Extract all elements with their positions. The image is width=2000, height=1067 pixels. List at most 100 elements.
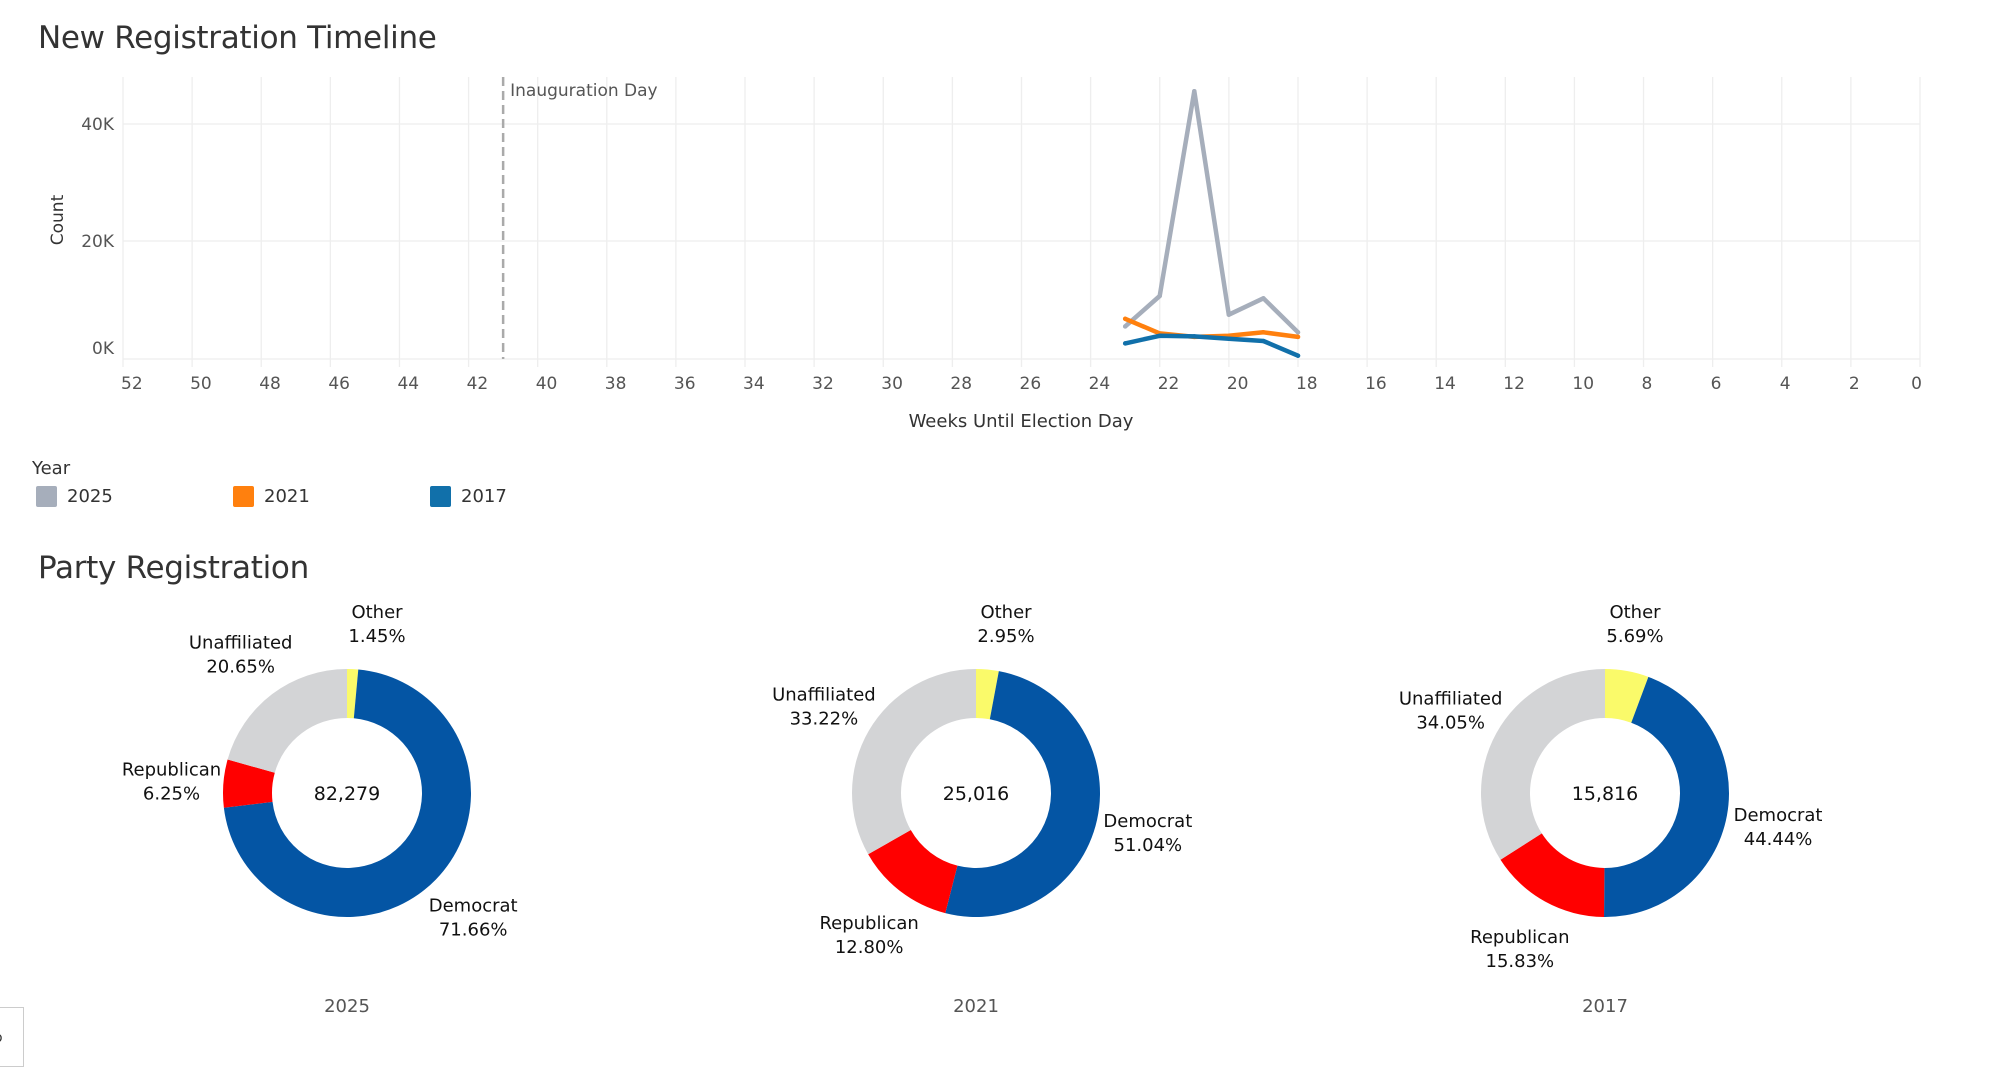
slice-other[interactable]: [1605, 669, 1649, 723]
x-tick-label: 2: [1849, 374, 1860, 394]
timeline-chart: 52 50 48 46 44 42 40 38 36 34 32 30 28 26 24 22 20 18 16 14…: [48, 77, 1922, 432]
slice-label-other: Other: [980, 602, 1032, 623]
x-tick-label: 36: [674, 374, 696, 394]
x-tick-label: 6: [1711, 374, 1722, 394]
slice-label-unaffiliated: Unaffiliated: [189, 633, 293, 654]
data-point-2025[interactable]: [1157, 293, 1162, 299]
x-tick-label: 42: [467, 374, 489, 394]
slice-percent-republican: 6.25%: [143, 783, 200, 804]
series-line-2021[interactable]: [1122, 316, 1301, 340]
slice-percent-democrat: 44.44%: [1744, 829, 1813, 850]
legend-swatch-2021: [233, 486, 254, 507]
slice-label-democrat: Democrat: [1734, 805, 1823, 826]
data-point-2021[interactable]: [1261, 330, 1266, 335]
x-tick-label: 22: [1158, 374, 1180, 394]
slice-percent-democrat: 71.66%: [439, 920, 508, 941]
data-point-2017[interactable]: [1192, 334, 1197, 339]
legend-title: Year: [32, 458, 71, 479]
corner-widget[interactable]: o: [0, 1007, 24, 1067]
legend-item-2017[interactable]: 2017: [430, 486, 507, 507]
slice-label-democrat: Democrat: [1103, 811, 1192, 832]
donut-year-label: 2021: [953, 996, 999, 1017]
slice-percent-democrat: 51.04%: [1114, 835, 1183, 856]
slice-percent-republican: 15.83%: [1486, 951, 1555, 972]
x-tick-label: 8: [1642, 374, 1653, 394]
slice-label-democrat: Democrat: [429, 896, 518, 917]
legend-swatch-2017: [430, 486, 451, 507]
slice-unaffiliated[interactable]: [227, 669, 347, 773]
data-point-2017[interactable]: [1295, 353, 1301, 358]
slice-democrat[interactable]: [945, 671, 1101, 917]
timeline-axes: 52 50 48 46 44 42 40 38 36 34 32 30 28 26 24 22 20 18 16 14…: [81, 115, 1922, 394]
legend-item-2021[interactable]: 2021: [233, 486, 310, 507]
slice-percent-other: 1.45%: [348, 626, 405, 647]
slice-label-republican: Republican: [1470, 927, 1569, 948]
donut-chart-2021: Other 2.95% Democrat 51.04% Republican 12.80%…: [772, 602, 1192, 1017]
slice-republican[interactable]: [1500, 833, 1605, 917]
x-tick-label: 12: [1503, 374, 1525, 394]
data-point-2025[interactable]: [1295, 330, 1301, 335]
data-point-2017[interactable]: [1261, 338, 1266, 344]
data-point-2017[interactable]: [1226, 336, 1232, 341]
x-tick-label: 14: [1434, 374, 1456, 394]
slice-percent-unaffiliated: 20.65%: [206, 657, 275, 678]
x-tick-label: 24: [1089, 374, 1111, 394]
slice-percent-unaffiliated: 33.22%: [790, 708, 859, 729]
x-tick-label: 20: [1227, 374, 1249, 394]
slice-label-other: Other: [1609, 602, 1661, 623]
donut-year-label: 2025: [324, 996, 370, 1017]
donut-chart-2017: Other 5.69% Democrat 44.44% Republican 15.83%…: [1399, 602, 1823, 1017]
party-title: Party Registration: [38, 550, 309, 586]
party-donut-charts: Other 1.45% Democrat 71.66% Republican 6.25% U…: [122, 602, 1823, 1017]
timeline-series: [1122, 88, 1301, 358]
donut-year-label: 2017: [1582, 996, 1628, 1017]
slice-percent-other: 2.95%: [977, 626, 1034, 647]
data-point-2021[interactable]: [1122, 316, 1128, 322]
donut-chart-2025: Other 1.45% Democrat 71.66% Republican 6.25% U…: [122, 602, 518, 1017]
series-line-2025[interactable]: [1122, 88, 1301, 335]
slice-republican[interactable]: [868, 830, 958, 914]
timeline-grid: [122, 77, 1921, 367]
x-tick-label: 28: [950, 374, 972, 394]
data-point-2025[interactable]: [1122, 324, 1128, 329]
slice-republican[interactable]: [223, 759, 275, 808]
legend-item-2025[interactable]: 2025: [36, 486, 113, 507]
x-axis-title: Weeks Until Election Day: [909, 411, 1134, 432]
data-point-2025[interactable]: [1226, 312, 1232, 317]
y-tick-label: 0K: [92, 339, 115, 359]
x-tick-label: 0: [1911, 374, 1922, 394]
donut-total: 25,016: [943, 783, 1009, 805]
x-tick-label: 38: [605, 374, 627, 394]
slice-other[interactable]: [976, 669, 999, 720]
y-tick-label: 20K: [81, 232, 115, 252]
data-point-2025[interactable]: [1192, 89, 1197, 94]
slice-other[interactable]: [347, 669, 359, 719]
slice-label-other: Other: [351, 602, 403, 623]
x-tick-label: 40: [536, 374, 558, 394]
x-tick-label: 46: [328, 374, 350, 394]
donut-total: 15,816: [1572, 783, 1638, 805]
x-tick-label: 34: [743, 374, 765, 394]
data-point-2021[interactable]: [1295, 334, 1301, 340]
slice-democrat[interactable]: [223, 669, 471, 917]
data-point-2025[interactable]: [1261, 296, 1266, 301]
legend-swatch-2025: [36, 486, 57, 507]
slice-label-republican: Republican: [122, 759, 221, 780]
slice-label-republican: Republican: [819, 913, 918, 934]
x-tick-label: 26: [1020, 374, 1042, 394]
x-tick-label: 48: [259, 374, 281, 394]
x-tick-label: 16: [1365, 374, 1387, 394]
slice-unaffiliated[interactable]: [852, 669, 976, 855]
x-tick-label: 18: [1296, 374, 1318, 394]
legend-label-2017: 2017: [461, 486, 507, 507]
data-point-2017[interactable]: [1157, 333, 1162, 338]
slice-democrat[interactable]: [1604, 676, 1730, 917]
series-line-2017[interactable]: [1122, 333, 1301, 358]
inauguration-label: Inauguration Day: [510, 81, 658, 101]
data-point-2017[interactable]: [1122, 341, 1128, 346]
inauguration-annotation: Inauguration Day: [501, 77, 658, 359]
x-tick-label: 32: [812, 374, 834, 394]
timeline-title: New Registration Timeline: [38, 20, 437, 56]
slice-unaffiliated[interactable]: [1480, 669, 1605, 860]
x-tick-label: 52: [121, 374, 143, 394]
